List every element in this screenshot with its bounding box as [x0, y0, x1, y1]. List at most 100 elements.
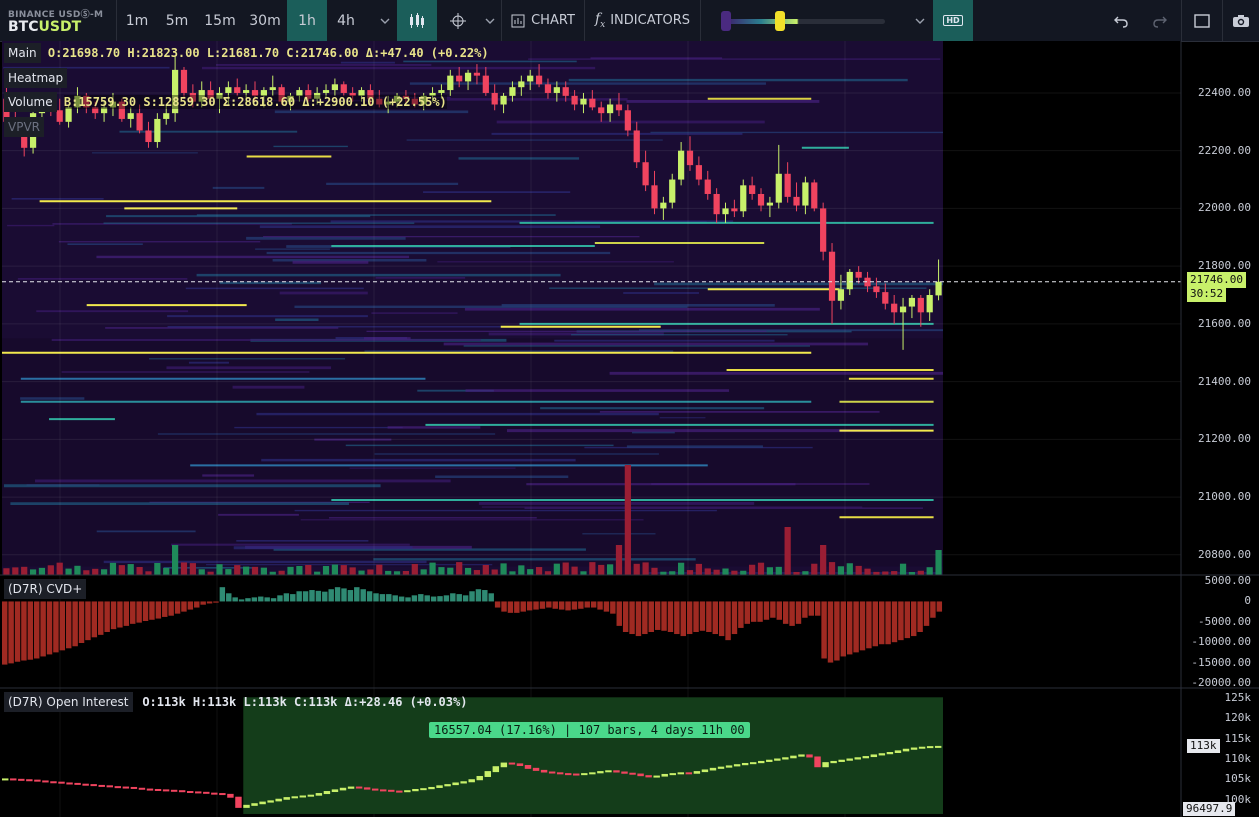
volume-bar — [322, 566, 330, 575]
main-legend: Main O:21698.70 H:21823.00 L:21681.70 C:… — [4, 43, 489, 63]
symbol-selector[interactable]: BINANCE USDⓈ-M BTCUSDT — [0, 0, 116, 41]
candle-body — [260, 90, 267, 96]
volume-bar — [855, 565, 862, 575]
volume-bar — [606, 564, 614, 575]
candle-body — [100, 107, 108, 114]
oi-bar — [894, 750, 902, 753]
main-label[interactable]: Main — [4, 43, 41, 63]
timeframe-5m[interactable]: 5m — [165, 12, 189, 29]
oi-bar — [822, 762, 829, 768]
cvd-bar — [520, 601, 526, 612]
hd-toggle[interactable]: HD — [933, 0, 973, 41]
oi-bar — [146, 788, 154, 791]
cvd-bar — [795, 601, 802, 624]
cvd-bar — [328, 589, 334, 602]
oi-bar — [733, 764, 741, 767]
cvd-bar — [827, 601, 834, 663]
volume-bar — [56, 562, 63, 575]
cvd-label[interactable]: (D7R) CVD+ — [4, 579, 87, 599]
volume-legend: Volume B:15759.30 S:12859.30 Σ:28618.60 … — [4, 92, 447, 112]
volume-bar — [376, 564, 383, 575]
oi-bar — [42, 780, 49, 783]
chart-area[interactable] — [0, 41, 1259, 817]
oi-bar — [846, 758, 853, 761]
volume-bar — [660, 571, 667, 575]
volume-bar — [349, 567, 356, 575]
oi-bar — [170, 789, 178, 792]
volume-bar — [429, 562, 436, 575]
timeframe-dropdown-icon[interactable] — [373, 0, 397, 41]
crosshair-dropdown-icon[interactable] — [479, 0, 501, 41]
timeframe-1m[interactable]: 1m — [125, 12, 149, 29]
vpvr-label[interactable]: VPVR — [4, 117, 44, 137]
camera-icon[interactable] — [1223, 0, 1259, 41]
slider-min-handle[interactable] — [721, 10, 731, 31]
volume-bar — [482, 564, 489, 575]
undo-icon[interactable] — [1103, 0, 1139, 41]
heatmap-label[interactable]: Heatmap — [4, 68, 68, 88]
volume-bar — [598, 564, 605, 575]
cvd-bar — [853, 601, 859, 653]
volume-bar — [340, 565, 347, 575]
volume-bar — [864, 568, 871, 575]
oi-bar — [532, 767, 540, 771]
volume-bar — [722, 568, 729, 575]
candle-body — [473, 72, 481, 76]
candle-body — [358, 90, 365, 96]
volume-bar — [207, 571, 214, 575]
timeframe-30m[interactable]: 30m — [249, 12, 281, 29]
cvd-bar — [469, 591, 475, 602]
candles-icon[interactable] — [397, 0, 437, 41]
cvd-bar — [757, 601, 763, 622]
candle-body — [322, 90, 330, 93]
chart-button[interactable]: CHART — [502, 0, 584, 41]
candle-body — [92, 107, 99, 114]
axis-tick-label: 21200.00 — [1198, 432, 1251, 446]
cvd-bar — [834, 601, 840, 661]
cvd-bar — [488, 593, 494, 602]
oi-bar — [814, 756, 821, 768]
timeframe-4h[interactable]: 4h — [337, 12, 355, 29]
volume-bar — [633, 563, 640, 575]
cvd-bar — [405, 597, 411, 602]
cvd-bar — [846, 601, 853, 655]
heatmap-contrast-slider[interactable] — [702, 0, 908, 41]
timeframe-15m[interactable]: 15m — [204, 12, 236, 29]
oi-bar — [597, 771, 604, 774]
oi-bar — [404, 790, 411, 793]
candle-body — [828, 251, 836, 301]
slider-max-handle[interactable] — [775, 10, 785, 31]
timeframe-1h[interactable]: 1h — [287, 0, 327, 41]
oi-bar — [396, 790, 403, 793]
oi-bar — [380, 789, 387, 792]
cvd-bar — [392, 595, 398, 602]
oi-bar — [934, 745, 942, 748]
oi-bar — [114, 786, 122, 789]
fullscreen-icon[interactable] — [1182, 0, 1222, 41]
candle-body — [722, 208, 729, 215]
oi-bar — [524, 765, 532, 769]
oi-bar — [766, 759, 773, 762]
oi-bar — [613, 770, 620, 773]
oi-bar — [548, 771, 556, 774]
crosshair-icon[interactable] — [437, 0, 479, 41]
cvd-bar — [526, 601, 533, 611]
oi-bar — [235, 796, 242, 808]
cvd-bar — [923, 601, 930, 626]
hd-label: HD — [943, 15, 963, 26]
oi-bar — [516, 763, 524, 767]
candle-body — [340, 84, 347, 93]
cvd-bar — [674, 601, 680, 635]
oi-label[interactable]: (D7R) Open Interest — [4, 692, 133, 712]
cvd-bar — [629, 601, 635, 635]
cvd-bar — [763, 601, 770, 620]
redo-icon[interactable] — [1142, 0, 1178, 41]
cvd-bar — [341, 588, 347, 602]
indicators-button[interactable]: fx INDICATORS — [585, 0, 700, 41]
candle-body — [429, 92, 436, 96]
candle-body — [908, 297, 916, 307]
candle-body — [624, 110, 631, 131]
volume-label[interactable]: Volume — [4, 92, 57, 112]
slider-dropdown-icon[interactable] — [908, 0, 932, 41]
volume-bar — [784, 527, 791, 575]
